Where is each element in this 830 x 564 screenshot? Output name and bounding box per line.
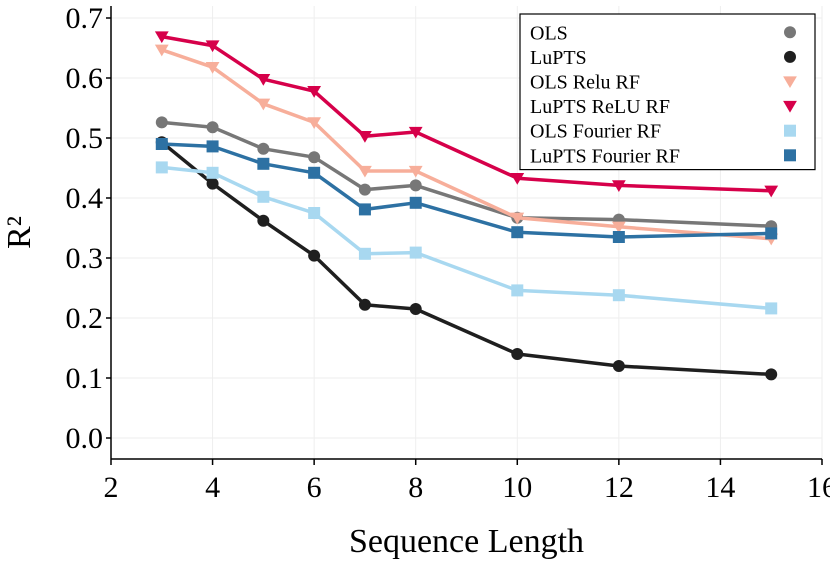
x-tick-label: 12 [604, 471, 634, 504]
y-tick-label: 0.2 [66, 302, 104, 335]
x-tick-label: 8 [408, 471, 423, 504]
y-tick-label: 0.4 [66, 182, 104, 215]
data-point [511, 348, 524, 360]
data-point [307, 86, 322, 98]
legend-label: OLS [530, 22, 568, 44]
legend-marker [784, 149, 796, 162]
legend-label: LuPTS [530, 47, 587, 69]
y-axis-title: R² [1, 216, 38, 249]
x-tick-label: 16 [807, 471, 830, 504]
legend-label: OLS Relu RF [530, 72, 640, 94]
data-point [256, 74, 271, 86]
data-point [155, 138, 168, 150]
data-point [257, 142, 270, 155]
legend-marker [784, 50, 796, 63]
data-point [307, 117, 322, 129]
data-point [358, 203, 371, 216]
data-point [765, 368, 778, 381]
data-point [611, 221, 626, 234]
legend-box [519, 13, 816, 171]
data-point [764, 185, 779, 198]
data-point [765, 302, 778, 315]
data-point [409, 179, 422, 192]
legend-entry: OLS Fourier RF [530, 121, 796, 143]
data-point [765, 227, 778, 240]
legend-entry: OLS [530, 22, 796, 44]
data-point [409, 303, 422, 315]
series-lupts-relu-rf [154, 31, 779, 198]
data-point [308, 151, 321, 164]
y-tick-label: 0.5 [66, 122, 104, 155]
y-tick-label: 0.6 [66, 62, 104, 95]
axes: 0.0 0.1 0.2 0.3 0.4 0.5 0.6 0.7 2 4 6 8 10 12 14 16 [66, 2, 830, 504]
data-point [611, 180, 626, 192]
data-point [256, 98, 271, 111]
data-point [358, 131, 372, 143]
x-tick-label: 4 [205, 471, 220, 504]
series-lupts-fourier-rf [155, 138, 778, 243]
data-point [408, 165, 423, 178]
series-lupts [155, 136, 778, 381]
legend-marker [783, 100, 797, 113]
series-ols-fourier-rf [155, 161, 778, 315]
data-point [409, 246, 422, 259]
data-point [510, 212, 525, 225]
series-group [154, 31, 779, 381]
data-point [510, 173, 525, 185]
data-point [358, 165, 372, 178]
data-point [206, 121, 219, 134]
data-point [358, 298, 371, 311]
data-point [206, 177, 219, 190]
legend-entry: OLS Relu RF [530, 72, 797, 94]
y-tick-label: 0.7 [66, 2, 104, 35]
data-point [511, 284, 524, 297]
data-point [257, 190, 270, 203]
data-point [612, 231, 625, 243]
data-point [308, 249, 321, 262]
x-tick-label: 10 [502, 471, 532, 504]
series-ols-relu-rf [154, 44, 779, 246]
y-tick-label: 0.0 [66, 422, 104, 455]
data-point [358, 247, 371, 260]
legend-marker [784, 124, 796, 137]
data-point [308, 166, 321, 179]
data-point [408, 126, 423, 139]
data-point [205, 62, 220, 74]
series-ols [155, 116, 778, 233]
legend-label: LuPTS ReLU RF [530, 96, 670, 118]
data-point [358, 183, 371, 196]
data-point [155, 161, 168, 174]
data-point [308, 207, 321, 219]
data-point [155, 116, 168, 129]
legend-label: LuPTS Fourier RF [530, 145, 680, 167]
data-point [206, 166, 219, 179]
legend-entry: LuPTS Fourier RF [530, 145, 796, 167]
x-axis-title: Sequence Length [349, 523, 584, 560]
data-point [257, 157, 270, 170]
x-tick-label: 6 [307, 471, 322, 504]
data-point [154, 31, 169, 44]
legend-label: OLS Fourier RF [530, 121, 661, 143]
y-tick-label: 0.3 [66, 242, 104, 275]
data-point [409, 196, 422, 209]
data-point [205, 40, 220, 53]
data-point [612, 289, 625, 302]
data-point [154, 44, 169, 57]
legend-entry: LuPTS [530, 47, 796, 69]
legend-entry: LuPTS ReLU RF [530, 96, 797, 118]
legend-marker [783, 76, 797, 89]
y-tick-label: 0.1 [66, 362, 104, 395]
x-tick-label: 14 [705, 471, 735, 504]
x-tick-label: 2 [104, 471, 119, 504]
data-point [612, 360, 625, 372]
data-point [511, 226, 524, 239]
data-point [257, 214, 270, 227]
legend-marker [784, 26, 796, 39]
data-point [206, 140, 219, 153]
